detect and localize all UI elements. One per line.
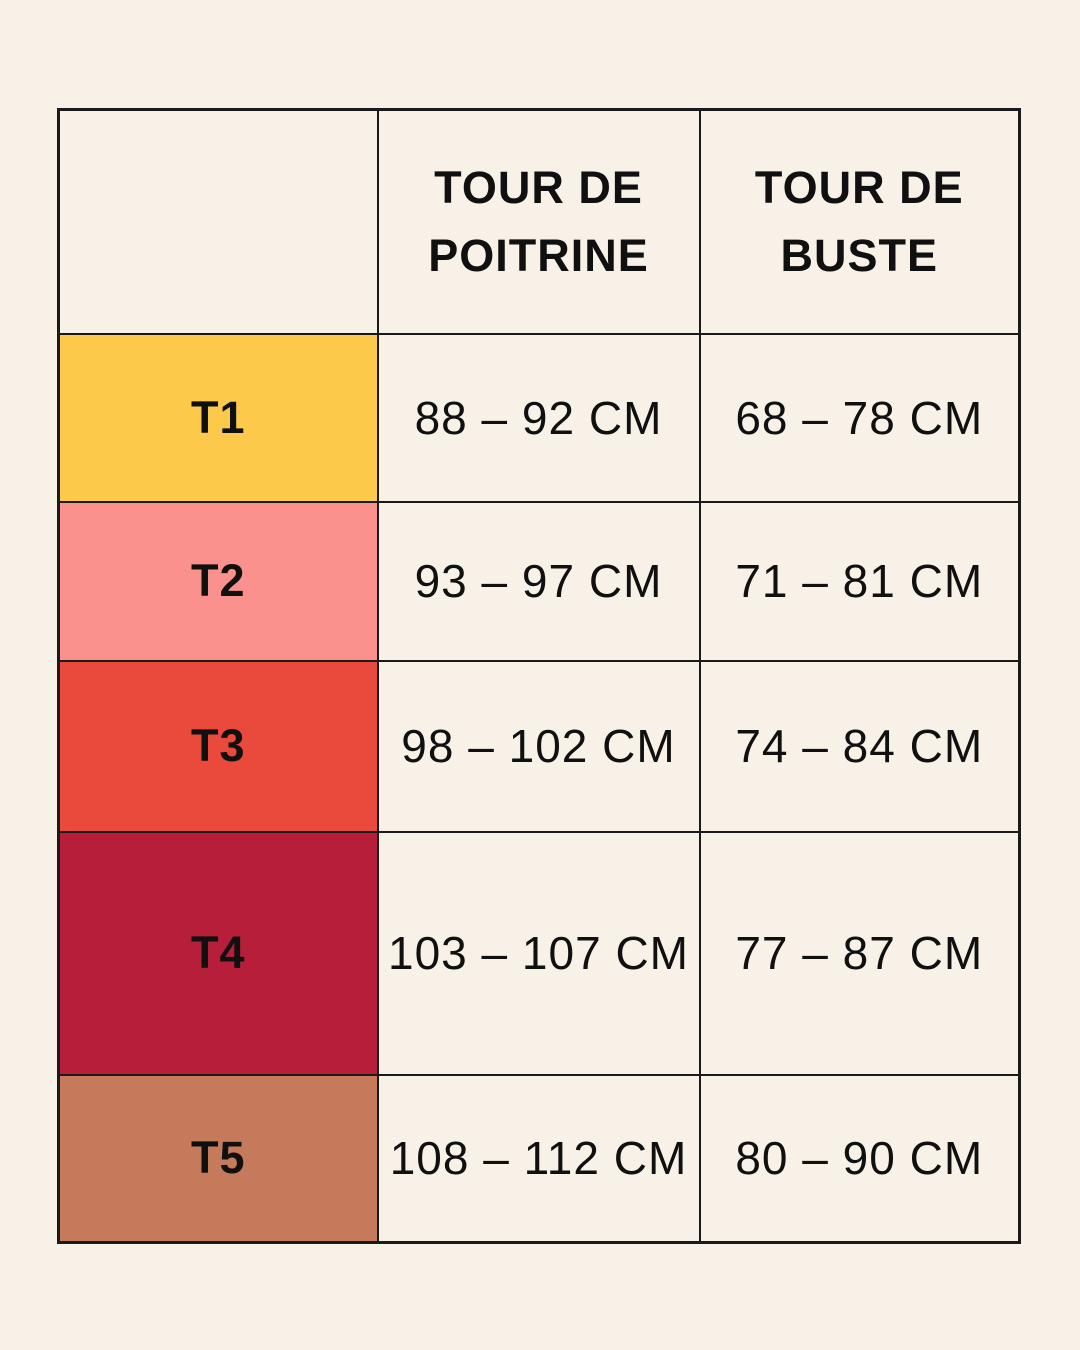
table-row-t2: T2 93 – 97 CM 71 – 81 CM <box>57 500 1021 662</box>
table-row-t4: T4 103 – 107 CM 77 – 87 CM <box>57 830 1021 1076</box>
buste-value-t4: 77 – 87 CM <box>698 830 1021 1076</box>
column-header-poitrine: TOUR DE POITRINE <box>376 108 701 335</box>
poitrine-value-t5: 108 – 112 CM <box>376 1073 701 1244</box>
buste-value-t2: 71 – 81 CM <box>698 500 1021 662</box>
poitrine-value-t3: 98 – 102 CM <box>376 659 701 833</box>
poitrine-value-t4: 103 – 107 CM <box>376 830 701 1076</box>
size-label-t3: T3 <box>57 659 379 833</box>
poitrine-value-t1: 88 – 92 CM <box>376 332 701 503</box>
size-chart-table: TOUR DE POITRINE TOUR DE BUSTE T1 88 – 9… <box>57 108 1021 1244</box>
table-row-t3: T3 98 – 102 CM 74 – 84 CM <box>57 659 1021 833</box>
column-header-buste: TOUR DE BUSTE <box>698 108 1021 335</box>
size-label-t2: T2 <box>57 500 379 662</box>
poitrine-value-t2: 93 – 97 CM <box>376 500 701 662</box>
size-label-t5: T5 <box>57 1073 379 1244</box>
table-row-t1: T1 88 – 92 CM 68 – 78 CM <box>57 332 1021 503</box>
header-row: TOUR DE POITRINE TOUR DE BUSTE <box>57 108 1021 335</box>
buste-value-t5: 80 – 90 CM <box>698 1073 1021 1244</box>
corner-empty-cell <box>57 108 379 335</box>
buste-value-t1: 68 – 78 CM <box>698 332 1021 503</box>
table-row-t5: T5 108 – 112 CM 80 – 90 CM <box>57 1073 1021 1244</box>
buste-value-t3: 74 – 84 CM <box>698 659 1021 833</box>
size-label-t1: T1 <box>57 332 379 503</box>
size-label-t4: T4 <box>57 830 379 1076</box>
